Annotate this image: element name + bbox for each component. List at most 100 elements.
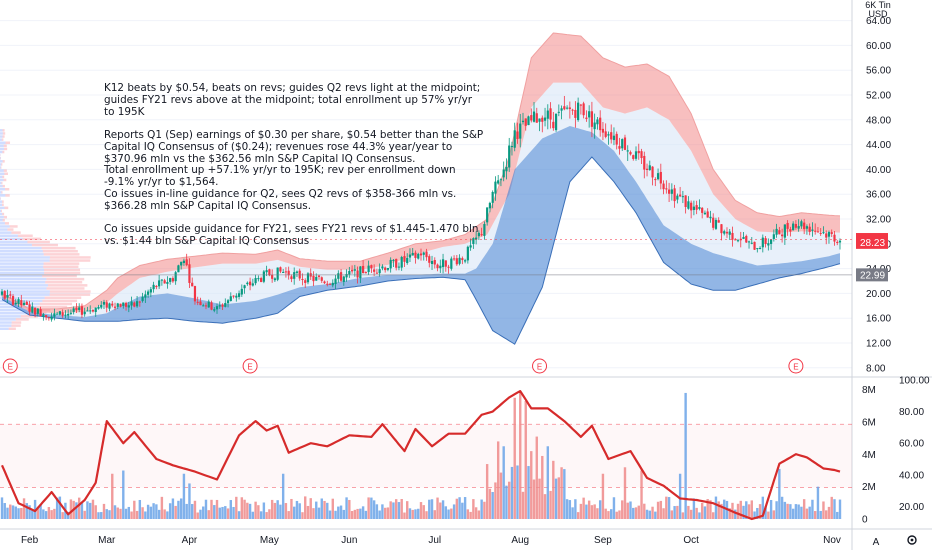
candle-up xyxy=(458,257,461,264)
candle-down xyxy=(375,272,378,274)
volume-bar xyxy=(758,504,762,519)
candle-down xyxy=(204,305,208,307)
volume-bar xyxy=(678,473,682,519)
candle-up xyxy=(378,269,381,274)
volume-profile-bar-down xyxy=(31,243,58,247)
candle-down xyxy=(199,301,202,306)
volume-bar xyxy=(563,469,566,519)
volume-bar xyxy=(728,508,731,519)
volume-bar xyxy=(643,503,646,519)
candle-down xyxy=(541,117,544,122)
gear-icon[interactable] xyxy=(907,535,917,545)
volume-bar xyxy=(378,510,381,519)
candle-down xyxy=(323,281,326,284)
volume-profile-bar-down xyxy=(44,296,82,299)
candle-down xyxy=(629,152,632,155)
volume-bar xyxy=(28,505,31,519)
candle-up xyxy=(400,257,403,268)
volume-bar xyxy=(789,504,792,519)
candle-down xyxy=(530,115,533,121)
candle-down xyxy=(373,269,376,272)
volume-bar xyxy=(408,508,412,519)
volume-bar xyxy=(557,477,561,519)
earnings-marker[interactable]: E xyxy=(2,358,18,374)
volume-profile-bar-up xyxy=(0,296,45,299)
volume-bar xyxy=(742,505,745,519)
earnings-marker[interactable]: E xyxy=(532,358,548,374)
candle-up xyxy=(538,118,541,122)
candle-down xyxy=(794,223,797,228)
candle-down xyxy=(632,155,635,159)
volume-bar xyxy=(306,505,310,519)
volume-bar xyxy=(687,505,690,519)
volume-profile-bar-up xyxy=(0,327,9,330)
volume-bar xyxy=(604,508,607,519)
volume-bar xyxy=(645,509,649,519)
auto-scale-toggle[interactable]: A xyxy=(873,537,880,548)
candle-down xyxy=(825,233,828,238)
candle-up xyxy=(246,282,249,285)
volume-bar xyxy=(444,506,448,519)
candle-up xyxy=(521,120,525,123)
candle-up xyxy=(422,252,425,255)
volume-bar xyxy=(510,466,514,519)
volume-bar xyxy=(226,508,230,519)
candle-up xyxy=(180,261,183,266)
candle-up xyxy=(97,306,100,309)
volume-bar xyxy=(309,498,312,519)
candle-down xyxy=(452,258,456,260)
price-tick-label: 60.00 xyxy=(866,41,891,52)
volume-bar xyxy=(714,496,718,519)
volume-profile-bar-down xyxy=(4,222,9,225)
candle-down xyxy=(585,117,588,119)
volume-bar xyxy=(130,511,133,519)
candle-up xyxy=(160,279,163,281)
candle-down xyxy=(171,278,175,282)
candle-down xyxy=(659,171,662,184)
candle-up xyxy=(348,270,351,275)
band-fill-upper xyxy=(2,33,840,314)
candle-down xyxy=(816,231,820,233)
volume-bar xyxy=(152,503,155,519)
candle-up xyxy=(687,201,690,209)
candle-down xyxy=(524,118,527,126)
candle-up xyxy=(510,146,514,148)
candle-up xyxy=(36,308,39,314)
volume-bar xyxy=(394,499,398,519)
candle-down xyxy=(665,188,668,190)
volume-profile-bar-down xyxy=(11,231,21,234)
volume-bar xyxy=(797,504,800,519)
earnings-marker[interactable]: E xyxy=(788,358,804,374)
volume-bar xyxy=(813,511,817,519)
volume-bar xyxy=(513,397,516,519)
candle-down xyxy=(684,195,687,207)
candle-up xyxy=(805,226,809,229)
candle-down xyxy=(654,179,657,181)
price-tick-label: 36.00 xyxy=(866,190,891,201)
candle-up xyxy=(218,305,221,307)
candle-down xyxy=(535,113,538,123)
candle-up xyxy=(152,284,155,290)
volume-bar xyxy=(516,465,519,519)
candle-up xyxy=(714,219,718,229)
volume-bar xyxy=(836,511,839,519)
volume-profile-bar-down xyxy=(2,184,5,188)
volume-bar xyxy=(819,510,822,519)
volume-bar xyxy=(496,441,500,519)
volume-profile-bar-up xyxy=(0,321,12,324)
volume-profile-bar-up xyxy=(0,141,6,144)
volume-bar xyxy=(199,509,202,519)
volume-profile-bar-down xyxy=(44,268,81,272)
earnings-marker[interactable]: E xyxy=(242,358,258,374)
volume-bar xyxy=(124,508,128,519)
volume-bar xyxy=(221,506,224,519)
volume-profile-bar-down xyxy=(4,206,9,210)
volume-bar xyxy=(723,499,726,519)
volume-bar xyxy=(348,499,351,519)
candle-up xyxy=(146,291,150,295)
volume-bar xyxy=(767,511,770,519)
candle-down xyxy=(61,312,64,316)
candle-up xyxy=(64,314,67,316)
